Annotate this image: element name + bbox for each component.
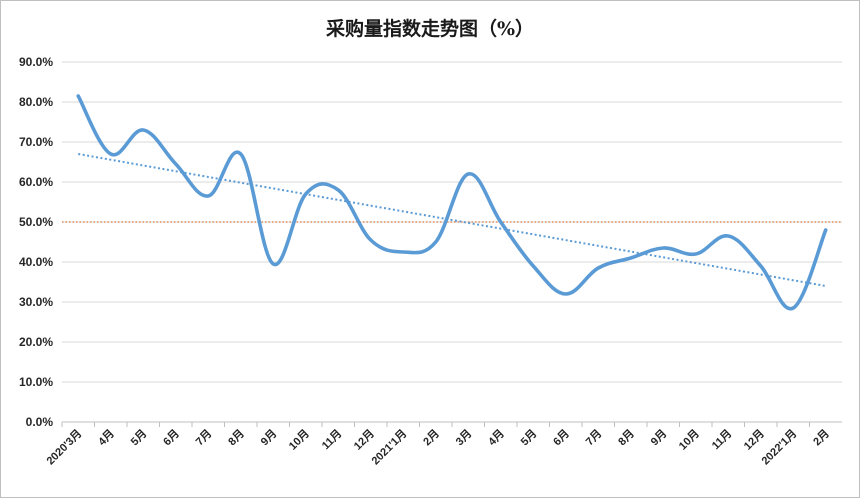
data-point (336, 188, 340, 192)
x-tick-label: 9月 (648, 427, 669, 448)
data-point (174, 162, 178, 166)
x-tick-label: 5月 (518, 427, 539, 448)
data-point (759, 264, 763, 268)
data-point (466, 172, 470, 176)
data-point (661, 246, 665, 250)
x-tick-label: 4月 (96, 427, 117, 448)
data-point (76, 94, 80, 98)
data-point (434, 240, 438, 244)
x-tick-label: 2月 (811, 427, 832, 448)
x-tick-label: 7月 (583, 427, 604, 448)
x-tick-label: 8月 (226, 427, 247, 448)
x-tick-label: 12月 (351, 427, 377, 453)
x-tick-label: 2022'1月 (759, 427, 799, 467)
series-line-0 (76, 94, 828, 311)
data-point (726, 234, 730, 238)
data-point (824, 228, 828, 232)
data-point (206, 194, 210, 198)
data-point (369, 238, 373, 242)
data-point (629, 256, 633, 260)
x-tick-label: 7月 (193, 427, 214, 448)
y-tick-label: 20.0% (19, 335, 53, 349)
data-point (304, 192, 308, 196)
data-point (564, 292, 568, 296)
data-point (239, 152, 243, 156)
data-point (401, 250, 405, 254)
data-point (109, 152, 113, 156)
data-point (531, 264, 535, 268)
y-tick-label: 60.0% (19, 175, 53, 189)
data-point (694, 252, 698, 256)
data-point (499, 220, 503, 224)
x-tick-label: 2020'3月 (44, 427, 84, 467)
x-tick-label: 5月 (128, 427, 149, 448)
x-tick-label: 6月 (161, 427, 182, 448)
chart-title: 采购量指数走势图（%） (325, 18, 535, 40)
x-tick-label: 2021'1月 (369, 427, 409, 467)
x-tick-label: 8月 (616, 427, 637, 448)
y-tick-label: 80.0% (19, 95, 53, 109)
x-tick-label: 6月 (551, 427, 572, 448)
x-tick-label: 10月 (676, 427, 702, 453)
y-axis-ticks: 0.0% 10.0% 20.0% 30.0% 40.0% 50.0% 60.0% 70.0% 8… (19, 55, 53, 429)
y-tick-label: 70.0% (19, 135, 53, 149)
y-tick-label: 30.0% (19, 295, 53, 309)
data-point (791, 306, 795, 310)
x-tick-label: 11月 (709, 427, 734, 452)
y-tick-label: 10.0% (19, 375, 53, 389)
series-layer (76, 94, 828, 311)
data-point (141, 128, 145, 132)
x-tick-label: 3月 (453, 427, 474, 448)
trendline-layer (78, 153, 826, 287)
trendline (78, 153, 826, 287)
data-point (271, 262, 275, 266)
y-tick-label: 0.0% (26, 415, 54, 429)
y-tick-label: 90.0% (19, 55, 53, 69)
y-tick-label: 40.0% (19, 255, 53, 269)
x-tick-label: 10月 (286, 427, 312, 453)
x-tick-label: 11月 (319, 427, 344, 452)
data-point (596, 266, 600, 270)
x-tick-label: 4月 (486, 427, 507, 448)
x-tick-label: 9月 (258, 427, 279, 448)
x-tick-label: 2月 (421, 427, 442, 448)
y-tick-label: 50.0% (19, 215, 53, 229)
grid-lines (62, 61, 842, 423)
x-tick-label: 12月 (741, 427, 767, 453)
